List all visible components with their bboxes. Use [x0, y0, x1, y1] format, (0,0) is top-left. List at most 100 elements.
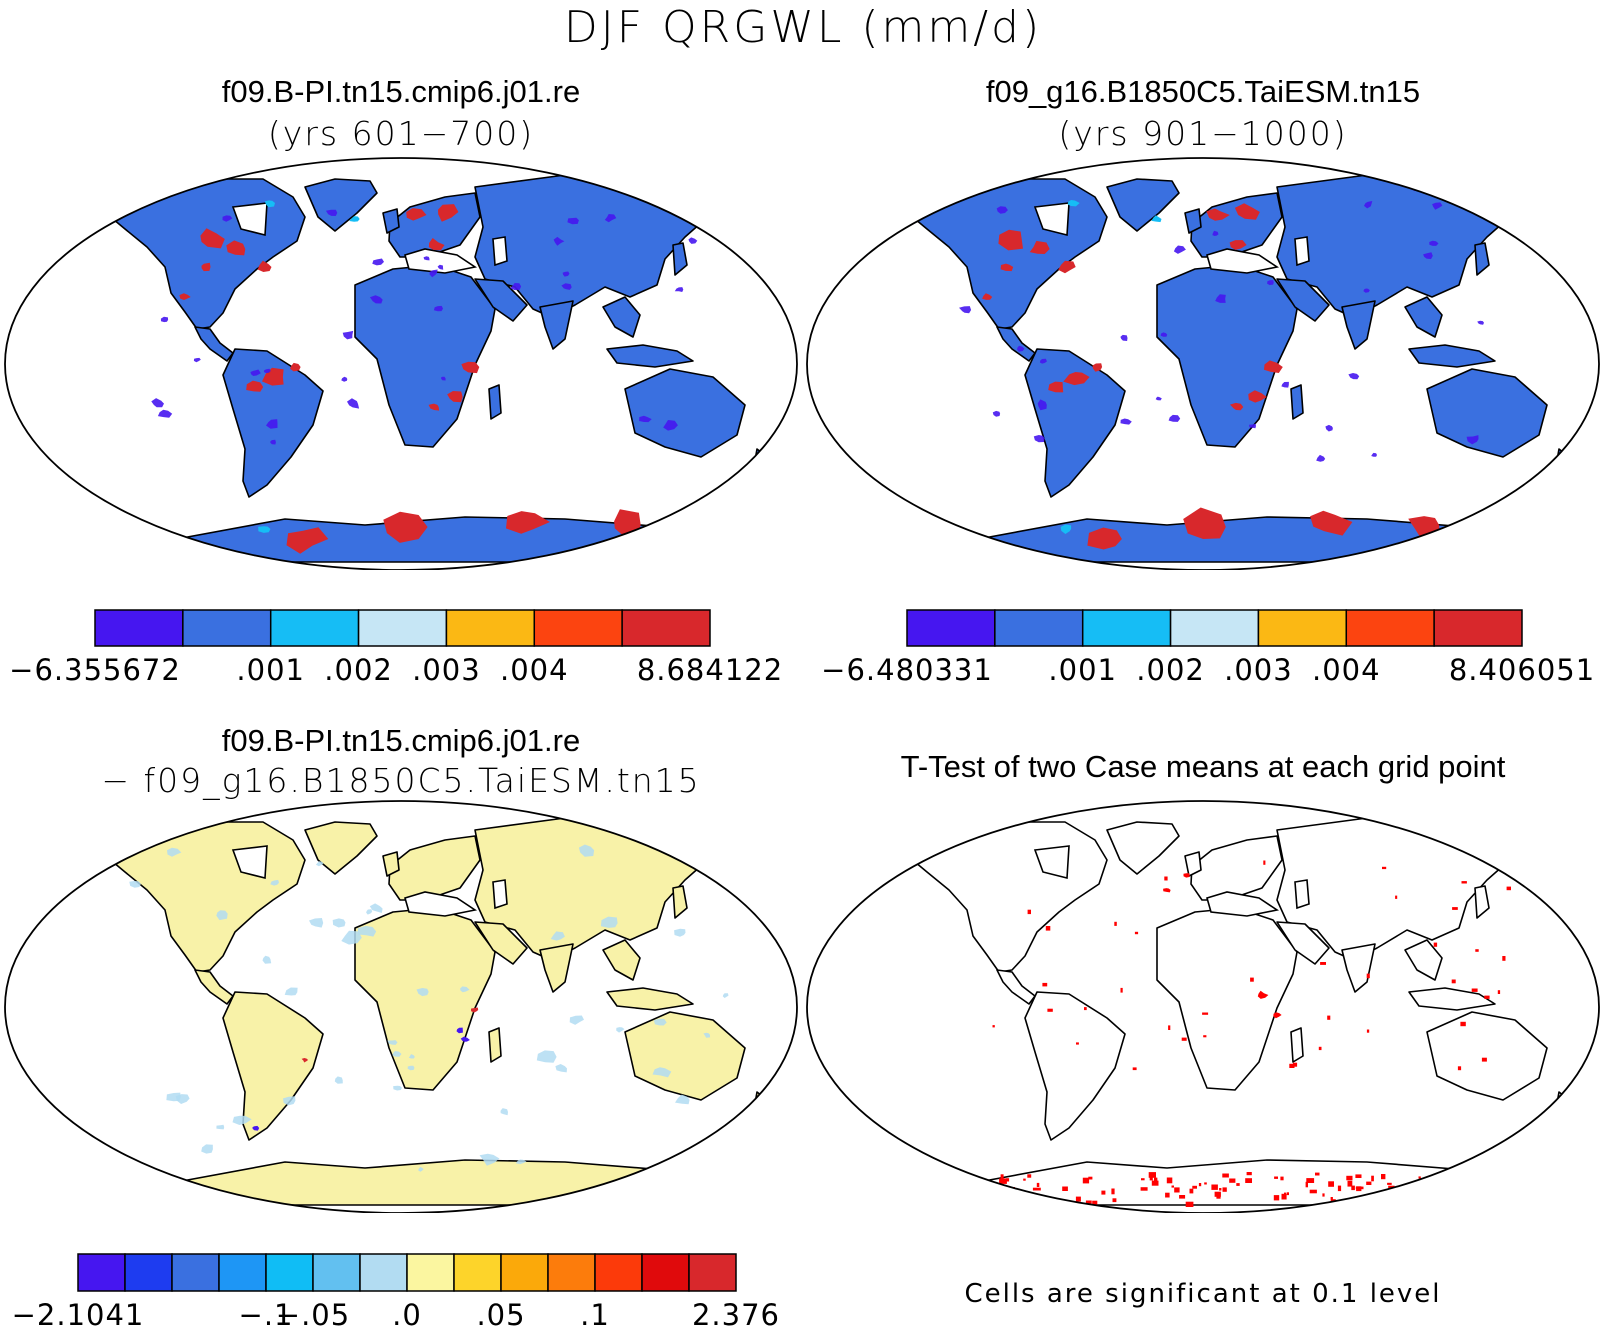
land-uk [382, 208, 400, 234]
colorbar-top-left: −6.355672 .001 .002 .003 .004 8.684122 [9, 609, 783, 686]
map-top-right [806, 157, 1600, 570]
land-new-zealand [1552, 1091, 1570, 1127]
colorbar-swatch [621, 609, 711, 647]
lake-1 [1206, 248, 1280, 274]
land-southeast-asia [602, 296, 641, 338]
land-madagascar [488, 1027, 502, 1063]
land-japan [1474, 885, 1490, 919]
colorbar-swatch [77, 1253, 126, 1292]
colorbar-swatch [406, 1253, 455, 1292]
colorbar-label: .004 [1312, 653, 1381, 686]
land-arabia [474, 921, 528, 965]
land-central-america [996, 326, 1036, 362]
land-central-america [194, 969, 234, 1005]
land-southeast-asia [1404, 296, 1443, 338]
colorbar-label: −2.1041 [12, 1298, 145, 1327]
colorbar-swatch [1081, 609, 1172, 647]
significance-note: Cells are significant at 0.1 level [964, 1279, 1442, 1309]
panel-bottom-left-subtitle: − f09_g16.B1850C5.TaiESM.tn15 [101, 761, 701, 800]
lake-2 [1294, 879, 1310, 910]
main-title: DJF QRGWL (mm/d) [563, 2, 1043, 53]
colorbar-label: −6.355672 [9, 653, 181, 686]
land-madagascar [488, 384, 502, 420]
land-africa [1156, 907, 1298, 1091]
colorbar-bottom-left: −2.1041 −.1−.05 .0 .05 .1 2.376 [12, 1253, 779, 1327]
land-antarctica [861, 1159, 1540, 1206]
map-bottom-left [4, 800, 798, 1213]
land-indonesia [1408, 987, 1496, 1011]
panel-top-right-subtitle: (yrs 901−1000) [1058, 114, 1348, 153]
lake-2 [492, 236, 508, 267]
panel-top-right-title: f09_g16.B1850C5.TaiESM.tn15 [985, 74, 1421, 109]
colorbar-label: 8.684122 [637, 653, 783, 686]
colorbar-swatch [906, 609, 996, 647]
land-north-america [100, 821, 306, 973]
map-bottom-right [806, 800, 1600, 1213]
land-japan [1474, 242, 1490, 276]
colorbar-swatch [533, 609, 623, 647]
land-north-america [100, 178, 306, 330]
land-indonesia [606, 344, 694, 368]
land-north-america [902, 821, 1108, 973]
land-south-america [1024, 348, 1126, 498]
lake-1 [404, 891, 478, 917]
land-greenland [304, 178, 378, 232]
colorbar-label: .05 [476, 1298, 525, 1327]
lake-2 [1294, 236, 1310, 267]
land-south-america [222, 991, 324, 1141]
land-antarctica [59, 1159, 738, 1206]
colorbar-label: .004 [500, 653, 569, 686]
land-madagascar [1290, 1027, 1304, 1063]
land-new-zealand [1552, 448, 1570, 484]
colorbar-swatch [359, 1253, 408, 1292]
colorbar-swatch [453, 1253, 502, 1292]
land-japan [672, 885, 688, 919]
land-indonesia [1408, 344, 1496, 368]
colorbar-label: .1 [580, 1298, 610, 1327]
colorbar-label: −.05 [276, 1298, 350, 1327]
colorbar-label: 8.406051 [1449, 653, 1595, 686]
colorbar-label: .003 [1224, 653, 1293, 686]
land-uk [1184, 851, 1202, 877]
land-uk [382, 851, 400, 877]
colorbar-label: .001 [1048, 653, 1117, 686]
land-australia [1426, 1011, 1548, 1101]
land-japan [672, 242, 688, 276]
land-new-zealand [750, 448, 768, 484]
land-greenland [1106, 178, 1180, 232]
lake-0 [1033, 845, 1070, 880]
land-australia [624, 368, 746, 458]
land-india [1341, 300, 1376, 350]
land-india [539, 300, 574, 350]
colorbar-swatch [500, 1253, 549, 1292]
colorbar-swatch [1345, 609, 1435, 647]
map-border [806, 800, 1600, 1213]
panel-bottom-right-title: T-Test of two Case means at each grid po… [900, 749, 1506, 784]
colorbar-swatch [94, 609, 184, 647]
colorbar-label: −.1 [239, 1298, 294, 1327]
panel-top-left-subtitle: (yrs 601−700) [267, 114, 535, 153]
map-top-left [4, 157, 798, 570]
colorbar-label: −6.480331 [821, 653, 993, 686]
colorbar-swatch [1257, 609, 1348, 647]
land-india [539, 943, 574, 993]
land-europe [388, 835, 481, 901]
colorbar-swatch [171, 1253, 220, 1292]
colorbar-swatch [265, 1253, 314, 1292]
land-southeast-asia [1404, 939, 1443, 981]
land-africa [354, 907, 496, 1091]
lake-2 [492, 879, 508, 910]
colorbar-swatch [269, 609, 360, 647]
land-madagascar [1290, 384, 1304, 420]
land-indonesia [606, 987, 694, 1011]
land-arabia [1276, 278, 1330, 322]
colorbar-swatch [1169, 609, 1260, 647]
land-uk [1184, 208, 1202, 234]
colorbar-swatch [594, 1253, 643, 1292]
colorbar-label: .0 [392, 1298, 422, 1327]
lake-0 [231, 202, 268, 237]
land-arabia [1276, 921, 1330, 965]
colorbar-label: .003 [412, 653, 481, 686]
panel-bottom-left-title: f09.B-PI.tn15.cmip6.j01.re [221, 723, 581, 758]
colorbar-swatch [182, 609, 272, 647]
